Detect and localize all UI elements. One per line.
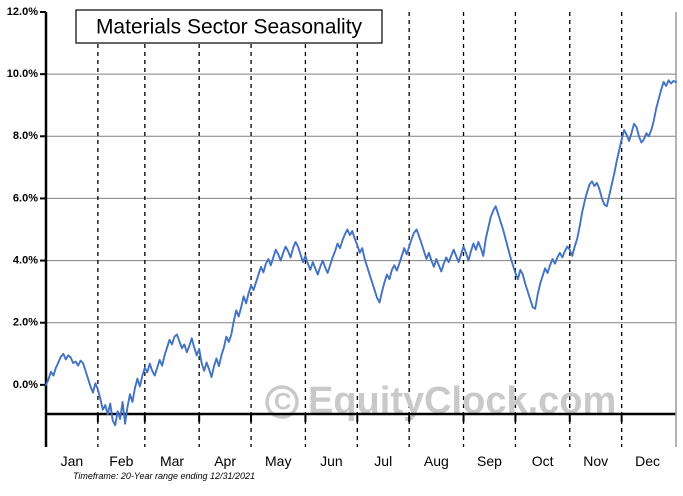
x-tick-label-Aug: Aug xyxy=(424,453,449,469)
x-tick-label-May: May xyxy=(265,453,291,469)
chart-title-box: Materials Sector Seasonality xyxy=(75,9,383,44)
seasonality-line xyxy=(45,79,677,427)
x-tick-label-Jan: Jan xyxy=(61,453,84,469)
y-tick-label: 4.0% xyxy=(13,254,38,266)
month-divider-lines xyxy=(97,12,623,447)
y-axis: 12.0% 10.0% 8.0% 6.0% 4.0% 2.0% 0.0% xyxy=(7,6,48,447)
x-axis-tick-labels: Jan Feb Mar Apr May Jun Jul Aug Sep Oct Nov Dec xyxy=(61,453,660,469)
x-tick-label-Jul: Jul xyxy=(374,453,392,469)
y-tick-label: 10.0% xyxy=(7,68,38,80)
y-tick-label: 8.0% xyxy=(13,130,38,142)
x-tick-label-Nov: Nov xyxy=(583,453,608,469)
timeframe-footnote: Timeframe: 20-Year range ending 12/31/20… xyxy=(73,471,255,481)
x-tick-label-Dec: Dec xyxy=(635,453,660,469)
x-tick-label-Apr: Apr xyxy=(214,453,236,469)
x-tick-label-Jun: Jun xyxy=(320,453,343,469)
x-axis-tick-marks xyxy=(96,414,623,422)
x-axis: Jan Feb Mar Apr May Jun Jul Aug Sep Oct Nov Dec xyxy=(46,412,676,469)
y-axis-tick-marks xyxy=(40,11,46,386)
y-tick-label: 12.0% xyxy=(7,6,38,18)
x-tick-label-Mar: Mar xyxy=(160,453,184,469)
y-tick-label: 2.0% xyxy=(13,317,38,329)
y-tick-label: 0.0% xyxy=(13,379,38,391)
copyright-icon xyxy=(265,385,299,419)
watermark: C EquityClock.com xyxy=(265,380,616,422)
horizontal-gridlines xyxy=(46,73,676,324)
y-tick-label: 6.0% xyxy=(13,192,38,204)
y-axis-tick-labels: 12.0% 10.0% 8.0% 6.0% 4.0% 2.0% 0.0% xyxy=(7,6,38,391)
x-tick-label-Sep: Sep xyxy=(477,453,502,469)
x-tick-label-Oct: Oct xyxy=(532,453,554,469)
title-box-frame xyxy=(75,9,383,44)
copyright-glyph: C xyxy=(274,388,291,415)
x-tick-label-Feb: Feb xyxy=(109,453,133,469)
page-title: Materials Sector Seasonality xyxy=(96,16,363,39)
